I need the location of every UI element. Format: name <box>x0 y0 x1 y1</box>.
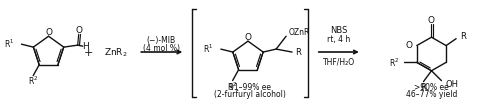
Text: 91–99% ee: 91–99% ee <box>229 83 271 92</box>
Text: O: O <box>406 41 413 50</box>
Text: (4 mol %): (4 mol %) <box>143 44 180 53</box>
Text: R$^1$: R$^1$ <box>203 43 213 55</box>
Text: OH: OH <box>446 80 458 89</box>
Text: R$^2$: R$^2$ <box>28 74 38 87</box>
Text: THF/H₂O: THF/H₂O <box>323 57 355 66</box>
Text: R$^2$: R$^2$ <box>227 80 238 93</box>
Text: R$^2$: R$^2$ <box>388 56 399 69</box>
Text: NBS: NBS <box>330 26 347 35</box>
Text: (2-furfuryl alcohol): (2-furfuryl alcohol) <box>214 90 286 99</box>
Text: ZnR$_2$: ZnR$_2$ <box>104 47 128 59</box>
Text: R: R <box>460 32 466 41</box>
Text: R: R <box>295 48 301 57</box>
Text: +: + <box>84 48 93 58</box>
Text: O: O <box>45 28 52 37</box>
Text: R$^1$: R$^1$ <box>4 38 15 50</box>
Text: OZnR: OZnR <box>289 28 311 37</box>
Text: rt, 4 h: rt, 4 h <box>327 35 350 44</box>
Text: O: O <box>75 26 82 35</box>
Text: R: R <box>420 83 426 92</box>
Text: H: H <box>82 42 89 51</box>
Text: (−)-MIB: (−)-MIB <box>147 36 176 45</box>
Text: O: O <box>428 16 435 25</box>
Text: 46–77% yield: 46–77% yield <box>406 90 457 99</box>
Text: >90% ee: >90% ee <box>414 83 449 92</box>
Text: O: O <box>244 33 251 42</box>
